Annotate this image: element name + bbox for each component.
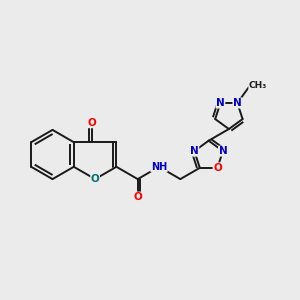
Text: O: O — [87, 118, 96, 128]
Text: O: O — [213, 163, 222, 173]
Text: CH₃: CH₃ — [249, 81, 267, 90]
Text: N: N — [233, 98, 242, 108]
Text: O: O — [91, 174, 100, 184]
Text: O: O — [133, 192, 142, 202]
Text: N: N — [216, 98, 225, 108]
Text: NH: NH — [151, 162, 167, 172]
Text: N: N — [190, 146, 199, 156]
Text: N: N — [218, 146, 227, 156]
